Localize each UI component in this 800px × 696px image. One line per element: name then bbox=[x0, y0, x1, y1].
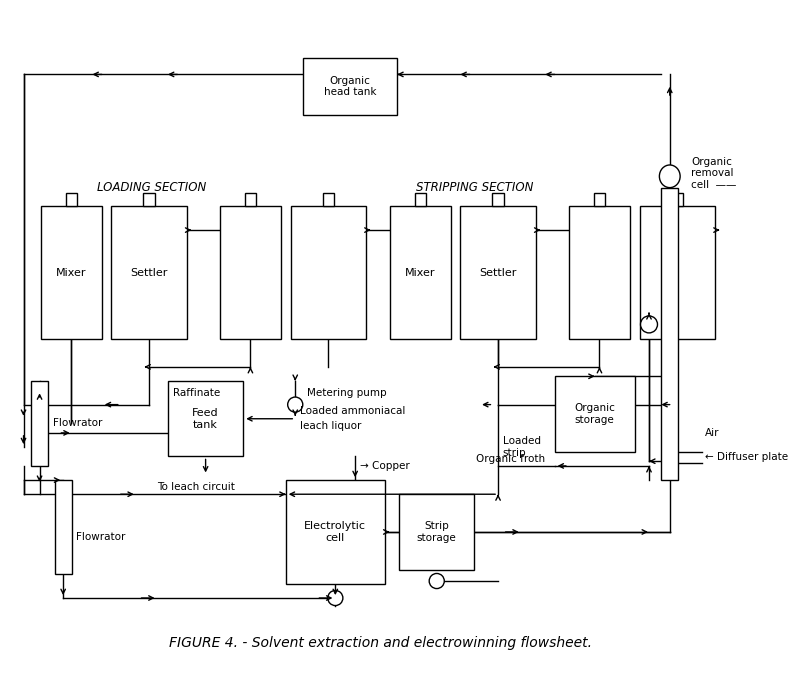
Circle shape bbox=[429, 574, 444, 589]
Text: Flowrator: Flowrator bbox=[53, 418, 102, 429]
Text: Settler: Settler bbox=[130, 267, 168, 278]
Circle shape bbox=[328, 590, 343, 606]
Bar bbox=[302, 58, 397, 115]
Text: Organic froth: Organic froth bbox=[476, 454, 546, 464]
Bar bbox=[245, 193, 256, 207]
Text: Strip
storage: Strip storage bbox=[417, 521, 457, 543]
Bar bbox=[66, 193, 77, 207]
Text: → Copper: → Copper bbox=[360, 461, 410, 471]
Text: Loaded ammoniacal: Loaded ammoniacal bbox=[300, 406, 406, 416]
Bar bbox=[672, 193, 683, 207]
Text: Organic
head tank: Organic head tank bbox=[324, 76, 376, 97]
Bar bbox=[31, 381, 48, 466]
Text: Loaded
strip: Loaded strip bbox=[502, 436, 541, 458]
Bar bbox=[168, 381, 243, 457]
Text: Settler: Settler bbox=[479, 267, 517, 278]
Bar bbox=[399, 494, 474, 570]
Text: Air: Air bbox=[705, 428, 719, 438]
Text: Raffinate: Raffinate bbox=[173, 388, 220, 398]
Text: LOADING SECTION: LOADING SECTION bbox=[98, 181, 206, 194]
Text: Metering pump: Metering pump bbox=[306, 388, 386, 398]
Bar bbox=[290, 207, 366, 338]
Text: FIGURE 4. - Solvent extraction and electrowinning flowsheet.: FIGURE 4. - Solvent extraction and elect… bbox=[169, 636, 592, 650]
Text: To leach circuit: To leach circuit bbox=[158, 482, 235, 491]
Bar bbox=[143, 193, 154, 207]
Circle shape bbox=[641, 316, 658, 333]
Bar bbox=[493, 193, 504, 207]
Text: ← Diffuser plate: ← Diffuser plate bbox=[705, 452, 788, 462]
Text: Flowrator: Flowrator bbox=[76, 532, 126, 541]
Bar bbox=[662, 188, 678, 480]
Text: Organic
removal
cell  ——: Organic removal cell —— bbox=[691, 157, 737, 190]
Bar bbox=[460, 207, 536, 338]
Ellipse shape bbox=[659, 165, 680, 188]
Text: leach liquor: leach liquor bbox=[300, 421, 362, 432]
Bar bbox=[414, 193, 426, 207]
Bar bbox=[322, 193, 334, 207]
Text: Organic
storage: Organic storage bbox=[574, 403, 615, 425]
Bar bbox=[41, 207, 102, 338]
Bar bbox=[554, 377, 635, 452]
Circle shape bbox=[288, 397, 302, 412]
Bar bbox=[639, 207, 715, 338]
Bar bbox=[569, 207, 630, 338]
Bar bbox=[390, 207, 451, 338]
Bar bbox=[54, 480, 72, 574]
Text: Mixer: Mixer bbox=[405, 267, 435, 278]
Text: Feed
tank: Feed tank bbox=[192, 408, 219, 429]
Text: Electrolytic
cell: Electrolytic cell bbox=[304, 521, 366, 543]
Bar bbox=[594, 193, 605, 207]
Bar bbox=[220, 207, 281, 338]
Bar bbox=[286, 480, 385, 584]
Bar bbox=[111, 207, 186, 338]
Text: Mixer: Mixer bbox=[56, 267, 86, 278]
Text: STRIPPING SECTION: STRIPPING SECTION bbox=[416, 181, 533, 194]
